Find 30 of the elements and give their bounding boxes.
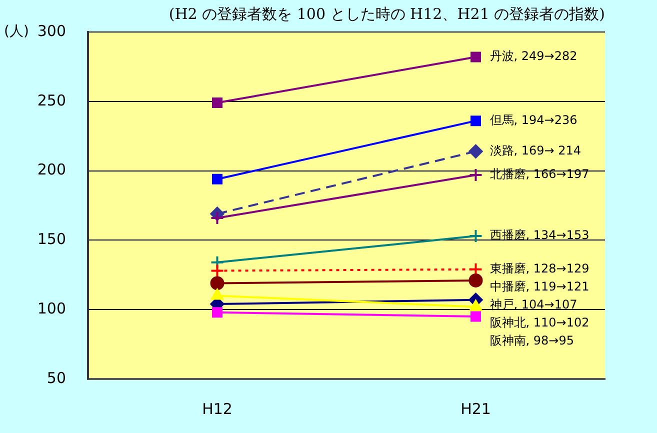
annotation: 東播磨, 128→129	[490, 261, 590, 276]
y-axis-title: (人)	[4, 24, 29, 40]
point	[210, 276, 224, 290]
y-tick-label: 100	[37, 299, 66, 318]
y-tick-label: 250	[37, 91, 66, 110]
point	[468, 273, 483, 288]
point	[470, 52, 481, 62]
point	[212, 98, 222, 108]
annotation: 中播磨, 119→121	[490, 279, 590, 294]
y-tick-label: 150	[37, 230, 66, 248]
point	[470, 116, 481, 126]
point	[210, 264, 224, 278]
y-tick-label: 50	[46, 368, 66, 387]
point	[468, 168, 483, 182]
point	[468, 229, 483, 244]
point	[470, 311, 481, 322]
annotation: 阪神北, 110→102	[490, 315, 590, 330]
annotation: 丹波, 249→282	[490, 49, 578, 64]
y-tick-label: 300	[37, 22, 66, 40]
point	[212, 174, 222, 184]
annotation: 但馬, 194→236	[490, 112, 578, 127]
y-tick-label: 200	[37, 160, 66, 179]
chart-subtitle: (H2 の登録者数を 100 とした時の H12、H21 の登録者の指数)	[168, 4, 605, 23]
annotation: 淡路, 169→ 214	[490, 143, 582, 158]
x-tick-label: H21	[460, 400, 491, 418]
point	[212, 307, 222, 318]
x-tick-label: H12	[202, 400, 232, 418]
point	[210, 210, 224, 225]
annotation: 阪神南, 98→95	[490, 333, 574, 348]
point	[468, 144, 483, 158]
